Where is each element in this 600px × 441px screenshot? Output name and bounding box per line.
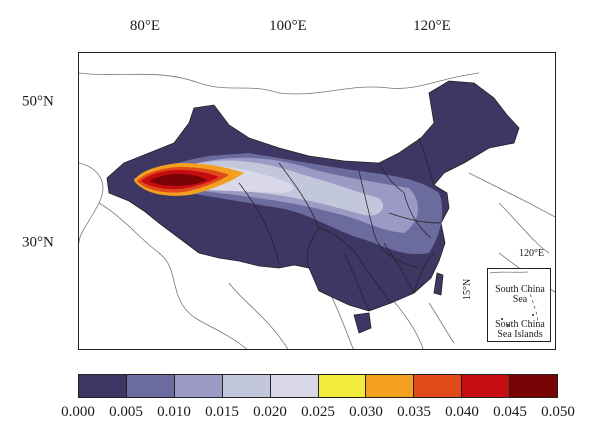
legend-tick-label: 0.040 <box>445 404 479 420</box>
inset-sea-label-line2: Sea <box>512 294 528 305</box>
legend-swatch-7 <box>414 375 463 397</box>
legend-tick-label: 0.015 <box>205 404 239 420</box>
map-canvas <box>79 72 555 349</box>
color-legend-bar <box>78 374 558 398</box>
inset-islands-label-line1: South China <box>495 319 545 330</box>
legend-tick-label: 0.045 <box>493 404 527 420</box>
legend-swatch-6 <box>366 375 415 397</box>
legend-swatch-9 <box>510 375 558 397</box>
inset-lat-label: 15°N <box>462 278 473 300</box>
legend-swatch-8 <box>462 375 511 397</box>
legend-tick-label: 0.000 <box>61 404 95 420</box>
south-china-sea-inset: South China Sea South China Sea Islands <box>487 268 551 342</box>
legend-tick-label: 0.050 <box>541 404 575 420</box>
legend-swatch-4 <box>270 375 319 397</box>
contour-0.050 <box>149 173 207 186</box>
lon-label-80e: 80°E <box>129 18 161 34</box>
lon-label-120e: 120°E <box>413 18 451 34</box>
inset-islands-label-line2: Sea Islands <box>497 329 543 340</box>
legend-tick-label: 0.030 <box>349 404 383 420</box>
lat-label-50n: 50°N <box>22 93 54 110</box>
inset-sea-label-line1: South China <box>495 284 545 295</box>
taiwan-island <box>433 272 444 296</box>
legend-swatch-1 <box>126 375 175 397</box>
legend-swatch-2 <box>174 375 223 397</box>
inset-canvas <box>489 271 539 326</box>
legend-tick-label: 0.010 <box>157 404 191 420</box>
map-panel <box>78 52 556 350</box>
hainan-island <box>353 312 372 334</box>
legend-tick-label: 0.035 <box>397 404 431 420</box>
legend-swatch-3 <box>222 375 271 397</box>
lon-label-100e: 100°E <box>269 18 307 34</box>
legend-tick-label: 0.005 <box>109 404 143 420</box>
lat-label-30n: 30°N <box>22 234 54 251</box>
legend-swatch-5 <box>318 375 367 397</box>
inset-lon-label: 120°E <box>519 248 545 259</box>
province-borders <box>238 137 442 312</box>
legend-tick-label: 0.025 <box>301 404 335 420</box>
legend-swatch-0 <box>79 375 127 397</box>
legend-tick-label: 0.020 <box>253 404 287 420</box>
